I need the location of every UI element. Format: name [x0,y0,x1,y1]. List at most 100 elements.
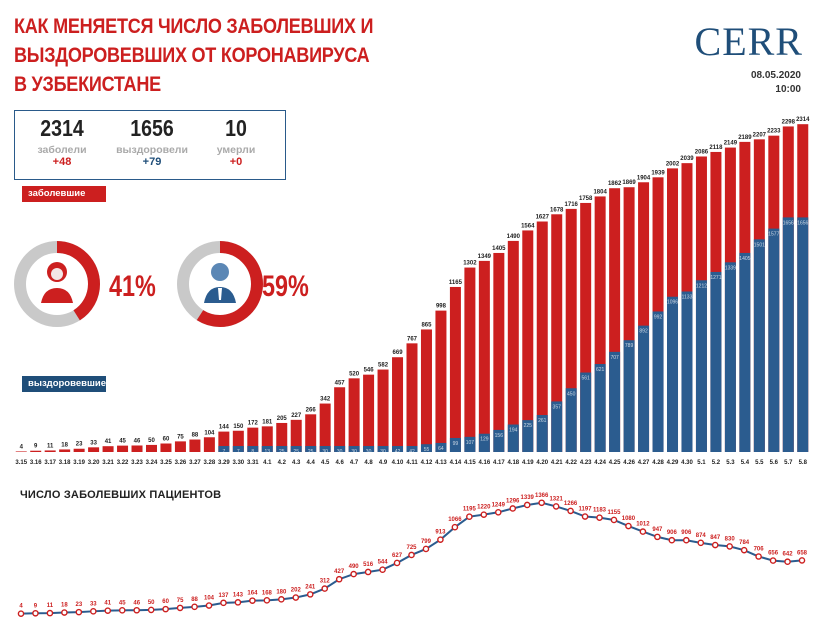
bar-recovered [247,446,259,452]
x-tick-label: 4.28 [652,460,664,466]
line-point-label: 88 [191,597,198,603]
line-point-label: 1183 [593,508,607,514]
bar-sick [638,182,650,452]
bar-recovered-label: 1096 [667,300,678,306]
bar-sick [565,208,577,452]
bar-recovered-label: 561 [582,376,591,382]
line-point [437,536,444,543]
line-point-label: 706 [754,547,765,553]
female-person-icon [41,262,73,303]
line-point-label: 1296 [506,498,520,504]
line-point [466,513,473,520]
line-point-label: 516 [363,562,374,568]
bar-sick [319,403,331,452]
bar-recovered [739,252,751,452]
bar-recovered-label: 7 [237,449,240,455]
line-point [422,545,430,553]
bar-recovered-label: 261 [538,418,547,424]
bar-sick [261,426,273,452]
bar-sick [493,252,505,452]
bar-sick [580,202,592,452]
line-chart-title: ЧИСЛО ЗАБОЛЕВШИХ ПАЦИЕНТОВ [20,489,222,501]
bar-sick [30,450,42,452]
line-point-label: 1366 [535,493,549,499]
male-ring-fill [177,241,263,327]
bar-recovered-label: 25 [279,449,285,455]
bar-sick [276,422,288,452]
bar-recovered [406,446,418,452]
bar-chart: 4 3.15 9 3.16 11 3.17 18 3.18 23 3.19 33 3.20 41 3.21… [15,117,810,466]
bar-sick-label: 1165 [449,280,463,286]
line-point-label: 830 [725,536,736,542]
bar-recovered-label: 450 [567,391,576,397]
female-percent: 41% [109,270,156,303]
bar-sick-label: 1869 [622,180,636,186]
bar-sick [247,427,259,452]
x-tick-label: 5.1 [697,460,706,466]
bar-sick-label: 2207 [753,132,767,138]
line-point [292,594,300,601]
bar-recovered-label: 30 [322,449,328,455]
bar-recovered [435,442,447,452]
line-point [784,558,791,566]
bar-sick [464,267,476,452]
bar-recovered-label: 8 [251,449,254,455]
bar-sick-label: 998 [436,304,447,310]
line-point-label: 874 [696,533,707,539]
stat-deaths-label: умерли [216,144,256,156]
bar-recovered-label: 1133 [682,294,693,300]
x-tick-label: 3.26 [175,460,187,466]
line-point-label: 164 [247,591,258,597]
x-tick-label: 3.17 [44,460,56,466]
bar-sick-label: 669 [393,350,404,356]
bar-recovered-label: 25 [293,449,299,455]
line-point [306,591,314,598]
line-point [104,607,112,614]
bar-sick [449,286,461,452]
line-point-label: 180 [276,589,287,595]
line-point-label: 658 [797,550,808,556]
line-point-label: 847 [710,535,721,541]
bar-sick [290,419,302,452]
bar-recovered [638,325,650,452]
bar-recovered-label: 1656 [783,220,794,226]
bar-sick-label: 1939 [651,170,665,176]
x-tick-label: 3.27 [189,460,201,466]
bar-recovered [290,446,302,452]
x-tick-label: 4.4 [307,460,316,466]
bar-recovered [348,446,360,452]
bar-recovered-label: 1212 [696,283,707,289]
bar-recovered-label: 42 [395,449,401,455]
line-point-label: 1266 [564,501,578,507]
bar-sick [478,260,490,452]
bar-recovered-label: 707 [610,355,619,361]
bar-recovered [724,262,736,452]
bar-sick-label: 865 [421,322,432,328]
line-point-label: 312 [320,579,331,585]
stat-recovered-value: 1656 [130,115,174,141]
line-point [538,499,545,507]
x-tick-label: 3.28 [204,460,216,466]
line-point-label: 4 [19,604,23,610]
x-tick-label: 4.11 [406,460,418,466]
line-point [379,566,386,574]
line-point [552,503,560,510]
line-point-label: 23 [76,602,83,608]
stat-deaths: 10 умерли +0 [191,115,281,168]
bar-recovered [493,429,505,452]
line-point-label: 725 [406,545,417,551]
bar-sick-label: 1678 [550,207,564,213]
line-point-label: 656 [768,551,779,557]
bar-recovered [710,271,722,452]
bar-recovered [276,446,288,452]
bar-sick-label: 181 [262,419,273,425]
bar-sick-label: 2086 [695,149,709,155]
bar-sick-label: 2118 [709,145,723,151]
bar-sick [363,374,375,452]
stat-recovered-label: выздоровели [116,144,188,156]
x-tick-label: 3.15 [15,460,27,466]
bar-sick-label: 2002 [666,161,680,167]
bar-sick-label: 582 [378,363,389,369]
bar-recovered-label: 7 [222,449,225,455]
